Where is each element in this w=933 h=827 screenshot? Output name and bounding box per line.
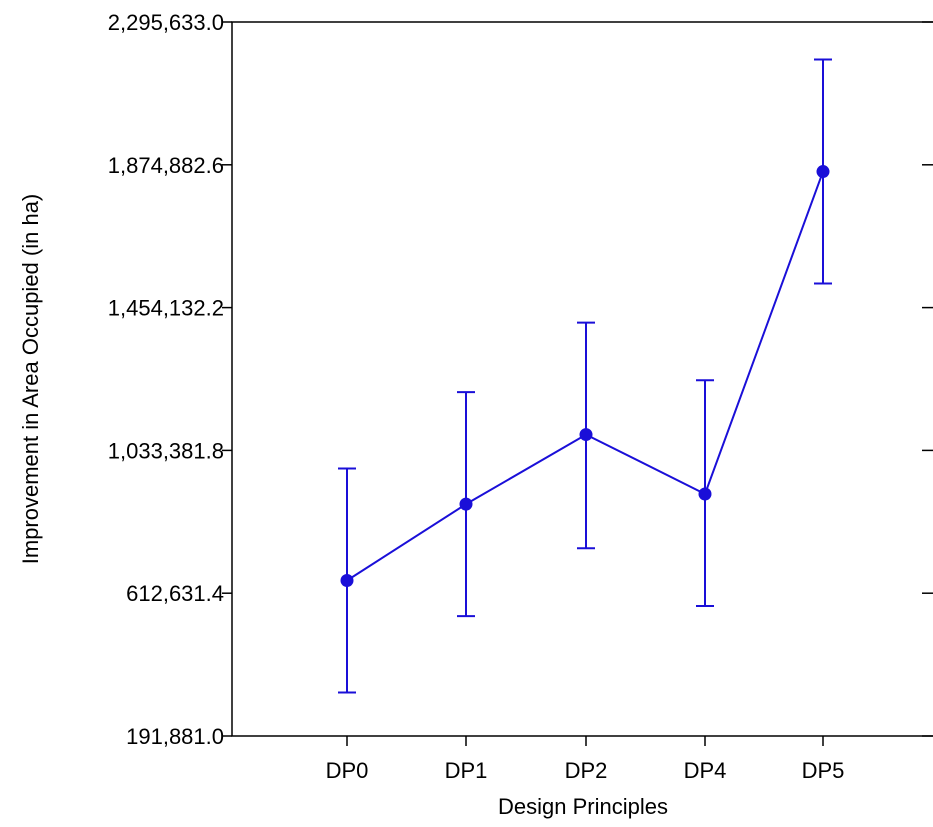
data-point <box>816 165 830 179</box>
x-tick-label: DP4 <box>684 758 727 783</box>
plot-frame <box>231 21 933 737</box>
x-tick-label: DP2 <box>565 758 608 783</box>
y-tick-label: 612,631.4 <box>126 581 224 606</box>
y-tick-label: 1,454,132.2 <box>108 296 224 321</box>
y-axis: 191,881.0 612,631.4 1,033,381.8 1,454,132.2… <box>108 10 933 749</box>
x-axis: DP0 DP1 DP2 DP4 DP5 <box>326 736 845 783</box>
data-point <box>698 487 712 501</box>
y-axis-title: Improvement in Area Occupied (in ha) <box>18 194 43 565</box>
data-point <box>340 574 354 588</box>
y-tick-label: 1,874,882.6 <box>108 153 224 178</box>
x-tick-label: DP0 <box>326 758 369 783</box>
y-tick-label: 1,033,381.8 <box>108 438 224 463</box>
series-group <box>338 58 832 694</box>
x-tick-label: DP5 <box>802 758 845 783</box>
y-tick-label: 2,295,633.0 <box>108 10 224 35</box>
x-axis-title: Design Principles <box>498 794 668 819</box>
data-point <box>579 428 593 442</box>
x-tick-label: DP1 <box>445 758 488 783</box>
data-point <box>459 497 473 511</box>
y-tick-label: 191,881.0 <box>126 724 224 749</box>
